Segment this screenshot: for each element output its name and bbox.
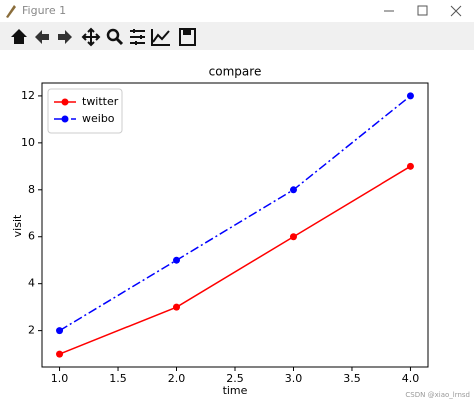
y-tick-label: 8 <box>28 183 35 196</box>
y-tick-label: 4 <box>28 277 35 290</box>
window-title: Figure 1 <box>22 4 66 17</box>
toolbar <box>0 22 474 50</box>
data-point <box>289 186 297 194</box>
zoom-button[interactable] <box>106 28 124 46</box>
y-axis-label: visit <box>11 214 24 237</box>
data-point <box>173 303 181 311</box>
data-point <box>406 162 414 170</box>
y-tick-label: 12 <box>21 89 35 102</box>
y-tick-label: 6 <box>28 230 35 243</box>
forward-button[interactable] <box>58 30 72 44</box>
legend-marker <box>61 98 69 106</box>
close-button[interactable] <box>450 5 462 17</box>
data-point <box>406 92 414 100</box>
maximize-button[interactable] <box>417 5 428 16</box>
save-button[interactable] <box>179 28 196 46</box>
x-tick-label: 4.0 <box>402 372 420 385</box>
series-line <box>59 95 411 332</box>
x-tick-label: 2.0 <box>168 372 186 385</box>
title-bar <box>0 0 474 22</box>
legend-marker <box>61 115 69 123</box>
y-tick-label: 2 <box>28 324 35 337</box>
subplots-button[interactable] <box>130 29 145 45</box>
data-point <box>56 327 64 335</box>
x-tick-label: 3.5 <box>343 372 361 385</box>
home-button[interactable] <box>11 29 27 44</box>
edit-axis-button[interactable] <box>151 29 170 46</box>
back-button[interactable] <box>35 30 49 44</box>
legend-label: weibo <box>82 112 115 125</box>
pan-button[interactable] <box>81 27 101 47</box>
watermark: CSDN @xiao_lrnsd <box>405 391 470 399</box>
legend-label: twitter <box>82 95 119 108</box>
data-point <box>173 256 181 264</box>
x-tick-label: 1.0 <box>51 372 69 385</box>
series-line <box>59 165 411 355</box>
chart-title: compare <box>209 65 262 79</box>
x-axis-label: time <box>223 384 248 397</box>
x-tick-label: 2.5 <box>226 372 244 385</box>
x-tick-label: 1.5 <box>109 372 127 385</box>
plot-frame <box>41 82 429 368</box>
data-point <box>56 350 64 358</box>
y-tick-label: 10 <box>21 136 35 149</box>
app-icon <box>6 5 16 18</box>
x-tick-label: 3.0 <box>285 372 303 385</box>
data-point <box>289 233 297 241</box>
